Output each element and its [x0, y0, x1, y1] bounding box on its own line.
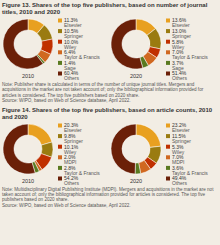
legend-swatch: [166, 123, 170, 127]
donut-chart: 201011.3%Elsevier10.5%Springer10.0%Wiley…: [2, 16, 110, 82]
donut-slice: [136, 124, 161, 147]
legend-swatch: [166, 166, 170, 170]
donut-slice: [111, 19, 143, 69]
legend-swatch: [166, 61, 170, 65]
legend-swatch: [166, 144, 170, 148]
donut-chart: 202023.2%Elsevier11.5%Springer5.3%Wiley7…: [110, 121, 218, 187]
legend-swatch: [58, 155, 62, 159]
legend-swatch: [58, 134, 62, 138]
chart-note: Note: Multidisciplinary Digital Publishi…: [2, 187, 218, 209]
slices: [111, 124, 161, 174]
donut-slice: [3, 19, 43, 69]
legend-swatch: [166, 176, 170, 180]
chart-title: Figure 13. Shares of the top five publis…: [2, 2, 218, 16]
donut-slice: [111, 124, 136, 174]
legend-swatch: [166, 134, 170, 138]
legend-label: Others: [172, 180, 188, 186]
page: Figure 13. Shares of the top five publis…: [0, 0, 220, 213]
donut-slice: [135, 162, 141, 173]
legend-swatch: [58, 144, 62, 148]
legend-swatch: [58, 176, 62, 180]
donut-chart: 201020.3%Elsevier9.8%Springer10.1%Wiley2…: [2, 121, 110, 187]
chart-title: Figure 14. Shares of the top five publis…: [2, 107, 218, 121]
legend-swatch: [58, 61, 62, 65]
donut-row: 201020.3%Elsevier9.8%Springer10.1%Wiley2…: [2, 121, 218, 187]
chart-note: Note: Publisher share is calculated in t…: [2, 82, 218, 104]
legend-swatch: [166, 29, 170, 33]
legend-label: Others: [64, 180, 80, 186]
legend-label: Others: [64, 75, 80, 81]
legend-swatch: [58, 29, 62, 33]
donut-slice: [37, 25, 52, 41]
year-label: 2010: [22, 178, 34, 184]
donut-chart: 202013.6%Elsevier13.0%Springer5.8%Wiley7…: [110, 16, 218, 82]
donut-slice: [147, 29, 161, 49]
donut-slice: [3, 124, 35, 174]
legend-swatch: [58, 19, 62, 23]
legend-label: Others: [172, 75, 188, 81]
slices: [3, 124, 53, 174]
legend-swatch: [166, 72, 170, 76]
slices: [3, 19, 53, 69]
year-label: 2010: [22, 73, 34, 79]
donut-slice: [28, 124, 52, 145]
donut-row: 201011.3%Elsevier10.5%Springer10.0%Wiley…: [2, 16, 218, 82]
legend-swatch: [58, 123, 62, 127]
legend-swatch: [58, 72, 62, 76]
year-label: 2020: [130, 73, 142, 79]
legend-swatch: [166, 155, 170, 159]
legend-swatch: [166, 40, 170, 44]
legend-swatch: [58, 40, 62, 44]
legend-swatch: [58, 166, 62, 170]
legend-swatch: [58, 50, 62, 54]
slices: [111, 19, 161, 69]
legend-swatch: [166, 19, 170, 23]
legend-swatch: [166, 50, 170, 54]
year-label: 2020: [130, 178, 142, 184]
